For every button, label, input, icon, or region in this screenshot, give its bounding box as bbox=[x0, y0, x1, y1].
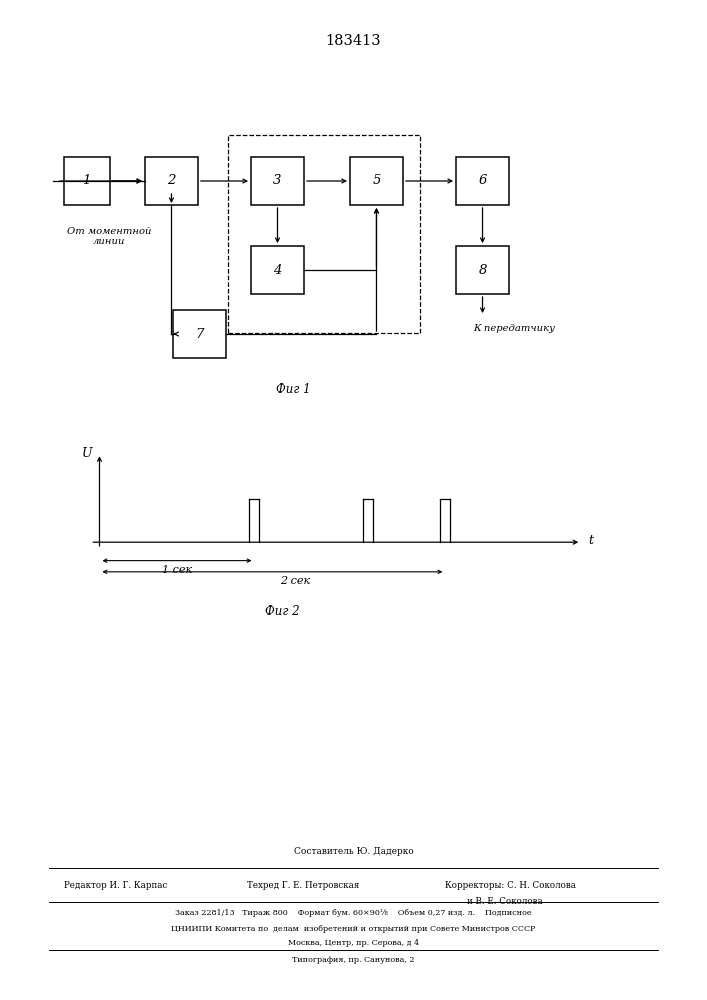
Bar bbox=[251, 157, 304, 205]
Text: 183413: 183413 bbox=[326, 34, 381, 48]
Text: 5: 5 bbox=[373, 174, 380, 187]
Text: t: t bbox=[588, 534, 593, 547]
Text: U: U bbox=[82, 447, 93, 460]
Bar bbox=[145, 157, 198, 205]
Bar bbox=[456, 246, 509, 294]
Bar bbox=[64, 157, 110, 205]
Bar bbox=[456, 157, 509, 205]
Text: Заказ 2281/13   Тираж 800    Формат бум. 60×90¹⁄₈    Объем 0,27 изд. л.    Подпи: Заказ 2281/13 Тираж 800 Формат бум. 60×9… bbox=[175, 909, 532, 917]
Text: Фиг 1: Фиг 1 bbox=[276, 383, 310, 396]
Bar bbox=[350, 157, 403, 205]
Text: От моментной
линии: От моментной линии bbox=[67, 227, 152, 246]
Text: Техред Г. Е. Петровская: Техред Г. Е. Петровская bbox=[247, 880, 360, 890]
Text: 7: 7 bbox=[196, 328, 204, 340]
Bar bbox=[228, 135, 420, 333]
Text: К передатчику: К передатчику bbox=[474, 324, 555, 333]
Bar bbox=[251, 246, 304, 294]
Text: 6: 6 bbox=[479, 174, 486, 187]
Text: ЦНИИПИ Комитета по  делам  изобретений и открытий при Совете Министров СССР: ЦНИИПИ Комитета по делам изобретений и о… bbox=[171, 925, 536, 933]
Text: Фиг 2: Фиг 2 bbox=[266, 605, 300, 618]
Text: Составитель Ю. Дадерко: Составитель Ю. Дадерко bbox=[293, 848, 414, 856]
Text: Москва, Центр, пр. Серова, д 4: Москва, Центр, пр. Серова, д 4 bbox=[288, 939, 419, 947]
Text: и В. Е. Соколова: и В. Е. Соколова bbox=[467, 896, 542, 906]
Text: Типография, пр. Санунова, 2: Типография, пр. Санунова, 2 bbox=[292, 956, 415, 964]
Text: 1 сек: 1 сек bbox=[162, 565, 192, 575]
Bar bbox=[173, 310, 226, 358]
Text: 8: 8 bbox=[479, 263, 486, 276]
Text: Корректоры: С. Н. Соколова: Корректоры: С. Н. Соколова bbox=[445, 880, 576, 890]
Text: 4: 4 bbox=[274, 263, 281, 276]
Text: 2 сек: 2 сек bbox=[280, 576, 310, 586]
Text: 2: 2 bbox=[168, 174, 175, 187]
Text: 1: 1 bbox=[83, 174, 90, 187]
Text: 3: 3 bbox=[274, 174, 281, 187]
Text: Редактор И. Г. Карпас: Редактор И. Г. Карпас bbox=[64, 880, 167, 890]
